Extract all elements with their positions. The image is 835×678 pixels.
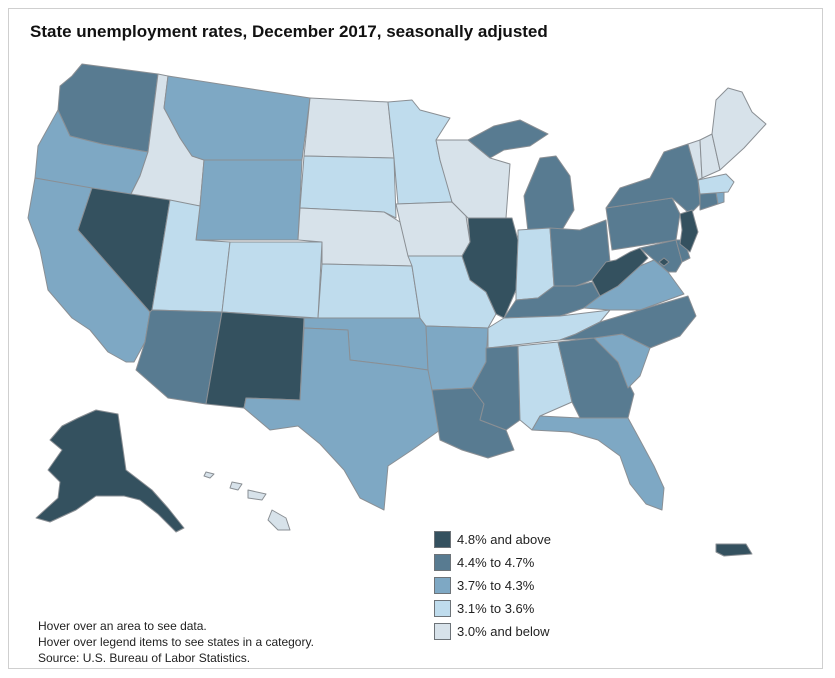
state-alaska[interactable] xyxy=(35,409,185,533)
state-hawaii-maui[interactable] xyxy=(247,489,267,501)
legend-swatch xyxy=(434,600,451,617)
state-district-of-columbia[interactable] xyxy=(658,257,670,267)
state-kentucky[interactable] xyxy=(503,281,601,319)
map-title: State unemployment rates, December 2017,… xyxy=(30,22,548,41)
state-maine[interactable] xyxy=(711,87,767,171)
state-new-jersey[interactable] xyxy=(679,209,699,253)
legend-item-c2[interactable]: 4.4% to 4.7% xyxy=(434,551,551,574)
legend-item-c1[interactable]: 4.8% and above xyxy=(434,528,551,551)
state-massachusetts[interactable] xyxy=(697,173,735,195)
legend-swatch xyxy=(434,577,451,594)
state-connecticut[interactable] xyxy=(699,191,719,211)
state-north-carolina[interactable] xyxy=(559,295,697,349)
legend-label: 3.0% and below xyxy=(457,624,550,639)
state-indiana[interactable] xyxy=(515,227,555,301)
state-puerto-rico[interactable] xyxy=(715,543,753,557)
legend-label: 3.1% to 3.6% xyxy=(457,601,535,616)
legend-swatch xyxy=(434,531,451,548)
legend-label: 3.7% to 4.3% xyxy=(457,578,535,593)
state-new-mexico[interactable] xyxy=(205,311,305,409)
state-texas[interactable] xyxy=(243,327,441,511)
state-rhode-island[interactable] xyxy=(715,191,725,205)
state-iowa[interactable] xyxy=(395,201,471,257)
state-kansas[interactable] xyxy=(317,263,421,319)
source-note: Source: U.S. Bureau of Labor Statistics. xyxy=(38,651,251,665)
state-montana[interactable] xyxy=(163,75,311,161)
legend-item-c5[interactable]: 3.0% and below xyxy=(434,620,551,643)
state-south-dakota[interactable] xyxy=(299,155,397,219)
legend-item-c3[interactable]: 3.7% to 4.3% xyxy=(434,574,551,597)
state-west-virginia[interactable] xyxy=(591,247,649,297)
state-hawaii-oahu[interactable] xyxy=(229,481,243,491)
state-illinois[interactable] xyxy=(461,217,519,319)
legend-swatch xyxy=(434,623,451,640)
legend: 4.8% and above 4.4% to 4.7% 3.7% to 4.3%… xyxy=(434,528,551,643)
state-north-dakota[interactable] xyxy=(303,97,395,159)
state-colorado[interactable] xyxy=(221,241,323,319)
legend-item-c4[interactable]: 3.1% to 3.6% xyxy=(434,597,551,620)
hover-area-note: Hover over an area to see data. xyxy=(38,619,207,633)
state-new-york[interactable] xyxy=(605,143,701,215)
state-michigan-lower[interactable] xyxy=(523,155,575,233)
legend-label: 4.8% and above xyxy=(457,532,551,547)
legend-label: 4.4% to 4.7% xyxy=(457,555,535,570)
legend-swatch xyxy=(434,554,451,571)
state-hawaii-kauai[interactable] xyxy=(203,471,215,479)
state-wyoming[interactable] xyxy=(195,159,303,241)
state-hawaii-big-island[interactable] xyxy=(267,509,291,531)
state-florida[interactable] xyxy=(531,415,665,511)
state-michigan-upper[interactable] xyxy=(467,119,549,159)
hover-legend-note: Hover over legend items to see states in… xyxy=(38,635,314,649)
footnotes: Hover over an area to see data. Hover ov… xyxy=(38,618,314,666)
